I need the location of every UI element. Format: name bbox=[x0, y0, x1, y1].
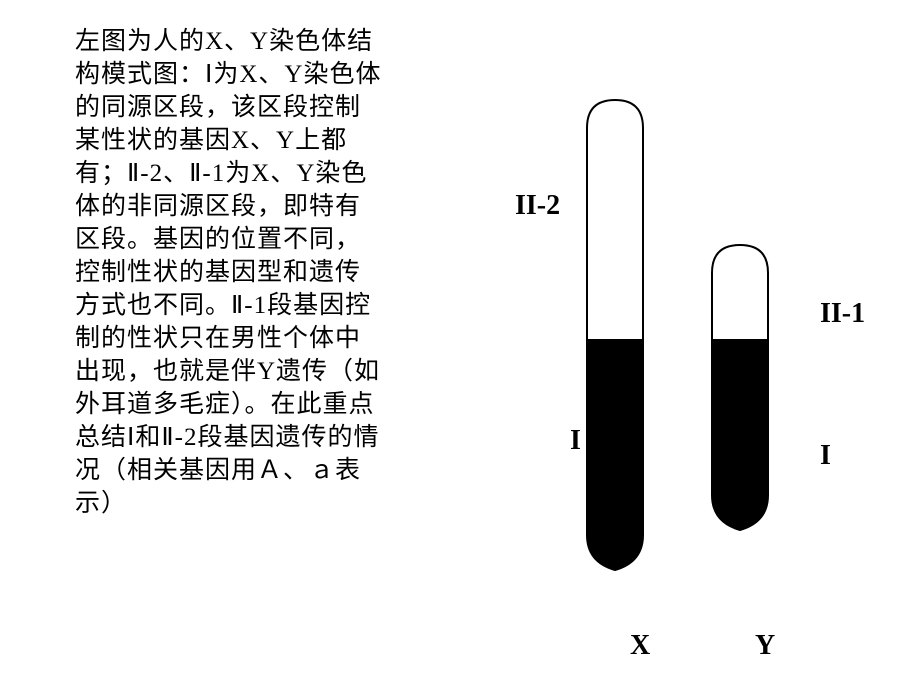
label-I-left: I bbox=[570, 425, 581, 457]
label-II-1: II-1 bbox=[820, 298, 865, 330]
chromosome-svg bbox=[430, 40, 900, 660]
label-II-2: II-2 bbox=[515, 190, 560, 222]
label-Y: Y bbox=[755, 630, 775, 662]
paragraph-text: 左图为人的X、Y染色体结构模式图：Ⅰ为X、Y染色体的同源区段，该区段控制某性状的… bbox=[75, 28, 381, 517]
description-paragraph: 左图为人的X、Y染色体结构模式图：Ⅰ为X、Y染色体的同源区段，该区段控制某性状的… bbox=[75, 25, 385, 520]
label-I-right: I bbox=[820, 440, 831, 472]
chromosome-diagram: II-2 II-1 I I X Y bbox=[430, 40, 900, 660]
label-X: X bbox=[630, 630, 650, 662]
chromosome-x-shape bbox=[587, 100, 643, 570]
chromosome-y-shape bbox=[712, 245, 768, 530]
